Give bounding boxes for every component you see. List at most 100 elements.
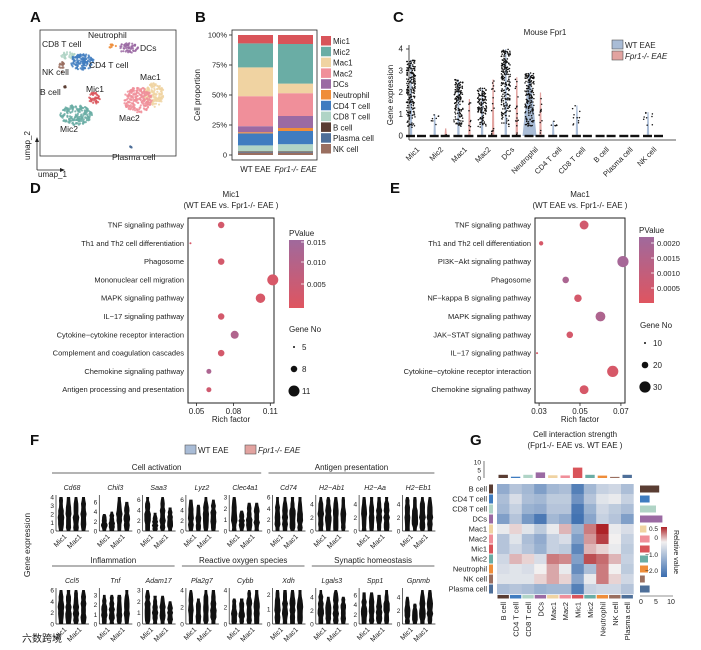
data-point: [539, 121, 541, 124]
data-point: [454, 111, 456, 113]
data-point: [478, 94, 481, 97]
data-point: [525, 98, 528, 101]
data-point: [413, 79, 415, 82]
legend-label: WT EAE: [198, 446, 229, 455]
umap-point: [125, 102, 128, 105]
data-point: [540, 97, 542, 100]
gene-name: Spp1: [367, 578, 383, 585]
violin-shape: [383, 497, 390, 531]
umap-point: [85, 110, 88, 114]
data-point: [525, 101, 528, 103]
umap-point: [135, 92, 138, 96]
ytick-label: 0: [310, 529, 314, 536]
umap-point: [80, 114, 83, 117]
data-point: [502, 99, 505, 102]
term-label: MAPK signaling pathway: [101, 294, 184, 303]
row-color-strip: [489, 584, 493, 594]
data-point: [526, 102, 529, 104]
umap-point: [127, 100, 130, 103]
data-point: [527, 75, 530, 77]
zero-bar: [524, 134, 534, 138]
data-point: [553, 120, 555, 123]
data-point: [406, 84, 409, 87]
violin-shape: [289, 497, 296, 531]
umap-point: [73, 59, 76, 62]
data-point: [412, 102, 414, 105]
violin-shape: [57, 497, 65, 531]
violin-shape: [238, 598, 245, 624]
data-point: [503, 122, 505, 124]
violin-shape: [253, 502, 260, 531]
ytick-label: 0: [353, 529, 357, 536]
violin-ko: [464, 99, 474, 138]
bar-segment-neutrophil: [238, 132, 273, 134]
data-point: [484, 92, 487, 95]
data-point: [455, 122, 457, 124]
data-point: [460, 110, 462, 112]
data-point: [457, 102, 460, 104]
data-point: [500, 89, 503, 92]
row-label: NK cell: [463, 575, 487, 584]
data-point: [508, 110, 510, 112]
data-point: [459, 92, 462, 94]
gene-name: Gpnmb: [407, 578, 430, 585]
data-point: [414, 83, 416, 85]
data-point: [531, 109, 533, 112]
umap-point: [64, 57, 67, 60]
colorbar: [639, 237, 654, 303]
data-point: [459, 98, 462, 100]
data-point: [483, 99, 485, 102]
umap-point: [129, 98, 132, 101]
row-label: Mac2: [469, 535, 487, 544]
term-label: Th1 and Th2 cell differentiation: [81, 239, 184, 248]
xtick-label: 0.05: [572, 407, 588, 416]
heatmap-cell: [571, 574, 585, 585]
data-point: [531, 117, 533, 119]
data-point: [502, 93, 504, 95]
heatmap-cell: [559, 504, 572, 515]
ytick-label: 0: [267, 622, 271, 629]
data-point: [539, 111, 541, 113]
x-category-label: Mac1: [413, 533, 430, 550]
colorbar-title: PValue: [289, 229, 315, 238]
umap-point: [81, 56, 84, 59]
ytick-label: 2: [50, 512, 54, 519]
umap-point: [152, 90, 156, 93]
data-point: [414, 75, 416, 77]
data-point: [507, 97, 509, 100]
heatmap-cell: [583, 484, 597, 495]
umap-point: [60, 70, 64, 73]
data-point: [412, 89, 415, 91]
data-point: [481, 117, 483, 120]
umap-point: [125, 49, 128, 52]
umap-point: [62, 62, 65, 65]
enrichment-dot: [255, 293, 266, 303]
violin-shape: [375, 594, 383, 624]
size-legend-dot: [641, 361, 649, 369]
heatmap-cell: [583, 574, 597, 585]
data-point: [525, 123, 528, 126]
data-point: [460, 125, 462, 127]
data-point: [525, 118, 528, 120]
gene-name: Cd68: [64, 485, 81, 492]
legend-label: B cell: [333, 123, 353, 132]
zero-bar: [643, 134, 652, 138]
umap-point: [145, 97, 149, 100]
umap-point: [155, 96, 158, 99]
umap-point: [151, 90, 154, 93]
data-point: [461, 91, 463, 94]
data-point: [524, 115, 527, 118]
data-point: [530, 80, 533, 82]
row-color-strip: [489, 564, 493, 574]
ytick-label: 3: [399, 66, 404, 75]
data-point: [527, 112, 530, 114]
umap-point: [76, 64, 79, 67]
umap-point: [78, 118, 81, 122]
data-point: [514, 87, 517, 90]
ytick-label: 4: [310, 501, 314, 508]
row-color-strip: [489, 524, 493, 534]
ytick-label: 2: [137, 518, 141, 525]
data-point: [500, 70, 503, 72]
data-point: [527, 107, 530, 110]
